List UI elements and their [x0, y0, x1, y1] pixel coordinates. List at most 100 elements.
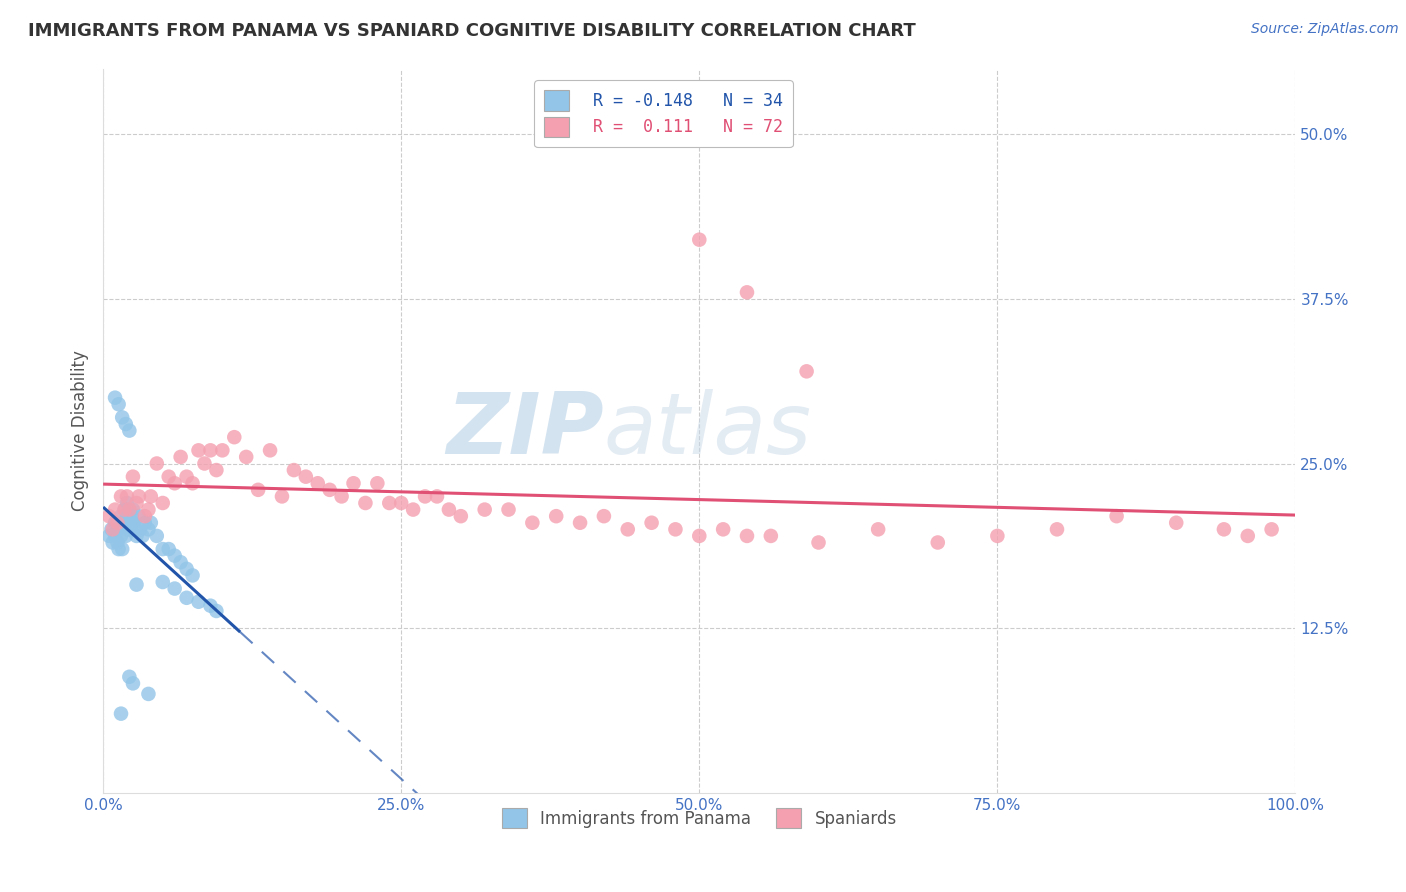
- Point: [283, 463, 305, 477]
- Point: [118, 516, 141, 530]
- Point: [101, 535, 124, 549]
- Y-axis label: Cognitive Disability: Cognitive Disability: [72, 351, 89, 511]
- Point: [122, 676, 145, 690]
- Point: [193, 457, 215, 471]
- Point: [114, 502, 136, 516]
- Text: IMMIGRANTS FROM PANAMA VS SPANIARD COGNITIVE DISABILITY CORRELATION CHART: IMMIGRANTS FROM PANAMA VS SPANIARD COGNI…: [28, 22, 915, 40]
- Point: [138, 522, 160, 536]
- Point: [330, 490, 353, 504]
- Point: [101, 522, 124, 536]
- Point: [107, 516, 129, 530]
- Point: [134, 516, 156, 530]
- Point: [1212, 522, 1234, 536]
- Point: [169, 555, 191, 569]
- Point: [114, 516, 136, 530]
- Point: [546, 509, 568, 524]
- Point: [868, 522, 890, 536]
- Point: [796, 364, 818, 378]
- Point: [450, 509, 472, 524]
- Point: [616, 522, 638, 536]
- Point: [181, 568, 204, 582]
- Text: Source: ZipAtlas.com: Source: ZipAtlas.com: [1251, 22, 1399, 37]
- Point: [176, 469, 198, 483]
- Point: [138, 502, 160, 516]
- Point: [205, 463, 228, 477]
- Point: [688, 233, 710, 247]
- Point: [735, 529, 758, 543]
- Point: [176, 562, 198, 576]
- Point: [759, 529, 782, 543]
- Point: [128, 509, 150, 524]
- Point: [114, 502, 136, 516]
- Point: [259, 443, 281, 458]
- Point: [402, 502, 425, 516]
- Point: [107, 542, 129, 557]
- Point: [110, 509, 132, 524]
- Point: [569, 516, 592, 530]
- Point: [522, 516, 544, 530]
- Point: [157, 469, 180, 483]
- Point: [986, 529, 1008, 543]
- Point: [117, 522, 139, 536]
- Point: [927, 535, 949, 549]
- Point: [115, 509, 138, 524]
- Point: [125, 577, 148, 591]
- Point: [104, 516, 127, 530]
- Point: [157, 542, 180, 557]
- Point: [152, 574, 174, 589]
- Point: [200, 443, 222, 458]
- Point: [121, 509, 143, 524]
- Point: [437, 502, 460, 516]
- Point: [111, 542, 134, 557]
- Point: [1236, 529, 1258, 543]
- Point: [1105, 509, 1128, 524]
- Point: [118, 424, 141, 438]
- Point: [271, 490, 294, 504]
- Point: [129, 522, 152, 536]
- Point: [122, 502, 145, 516]
- Point: [114, 529, 136, 543]
- Point: [114, 417, 136, 431]
- Point: [139, 490, 162, 504]
- Point: [115, 490, 138, 504]
- Point: [146, 529, 169, 543]
- Point: [1260, 522, 1282, 536]
- Point: [138, 687, 160, 701]
- Point: [107, 397, 129, 411]
- Point: [98, 529, 121, 543]
- Point: [104, 502, 127, 516]
- Point: [134, 509, 156, 524]
- Point: [711, 522, 734, 536]
- Point: [366, 476, 388, 491]
- Point: [688, 529, 710, 543]
- Point: [807, 535, 830, 549]
- Point: [163, 582, 186, 596]
- Point: [107, 522, 129, 536]
- Point: [295, 469, 318, 483]
- Point: [187, 443, 209, 458]
- Point: [139, 516, 162, 530]
- Point: [115, 496, 138, 510]
- Point: [664, 522, 686, 536]
- Point: [181, 476, 204, 491]
- Point: [110, 529, 132, 543]
- Point: [120, 522, 142, 536]
- Point: [152, 542, 174, 557]
- Point: [124, 522, 146, 536]
- Point: [354, 496, 377, 510]
- Point: [1166, 516, 1188, 530]
- Point: [593, 509, 616, 524]
- Point: [111, 410, 134, 425]
- Text: ZIP: ZIP: [446, 389, 605, 472]
- Point: [163, 549, 186, 563]
- Point: [107, 535, 129, 549]
- Point: [640, 516, 662, 530]
- Point: [169, 450, 191, 464]
- Point: [211, 443, 233, 458]
- Point: [187, 595, 209, 609]
- Point: [146, 457, 169, 471]
- Legend: Immigrants from Panama, Spaniards: Immigrants from Panama, Spaniards: [495, 801, 904, 835]
- Point: [342, 476, 364, 491]
- Point: [104, 391, 127, 405]
- Point: [118, 670, 141, 684]
